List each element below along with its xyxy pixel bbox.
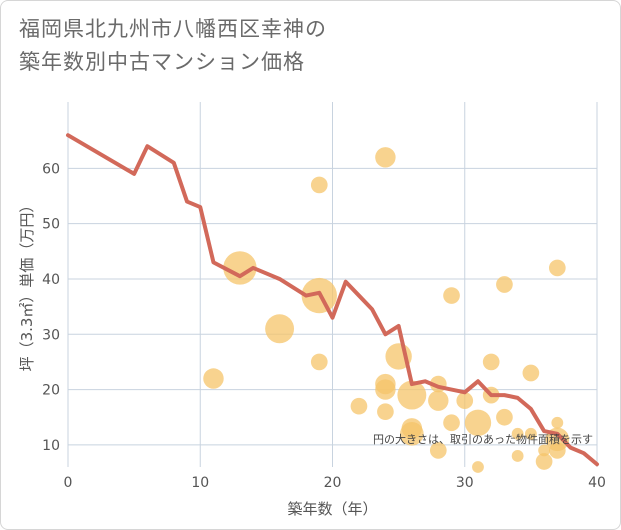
bubble-30: [524, 427, 537, 440]
bubble-7: [375, 147, 396, 168]
bubble-2: [265, 314, 295, 344]
chart-title-line-2: 築年数別中古マンション価格: [19, 50, 305, 74]
y-tick-5: 60: [42, 161, 60, 177]
bubble-6: [350, 397, 368, 415]
bubble-31: [538, 444, 551, 457]
bubble-18: [443, 287, 460, 304]
x-tick-0: 0: [64, 475, 73, 491]
bubble-26: [496, 408, 513, 426]
bubble-32: [535, 453, 553, 470]
y-tick-3: 40: [42, 272, 60, 288]
chart-title: 福岡県北九州市八幡西区幸神の 築年数別中古マンション価格: [19, 13, 439, 79]
bubble-14: [400, 422, 424, 446]
bubble-33: [548, 259, 566, 277]
x-tick-4: 40: [588, 475, 606, 491]
bubble-36: [548, 442, 566, 459]
x-tick-2: 20: [324, 475, 342, 491]
bubble-23: [482, 353, 500, 371]
y-tick-1: 20: [42, 383, 60, 399]
x-tick-1: 10: [191, 475, 209, 491]
bubble-series: [203, 147, 570, 473]
bubble-16: [428, 390, 449, 411]
bubble-3: [310, 176, 328, 194]
chart-title-line-1: 福岡県北九州市八幡西区幸神の: [19, 17, 327, 41]
trend-line: [66, 133, 599, 467]
bubble-28: [511, 450, 524, 462]
bubble-22: [472, 461, 484, 473]
y-tick-0: 10: [42, 438, 60, 454]
x-axis-label: 築年数（年）: [287, 500, 377, 518]
bubble-27: [511, 427, 524, 440]
bubble-5: [310, 353, 328, 371]
bubble-19: [443, 414, 460, 432]
bubble-34: [551, 416, 564, 429]
bubble-12: [397, 380, 427, 410]
y-tick-labels: 10 20 30 40 50 60: [42, 161, 60, 454]
y-tick-2: 30: [42, 327, 60, 343]
bubble-21: [464, 409, 492, 436]
bubble-25: [496, 276, 513, 293]
y-tick-4: 50: [42, 217, 60, 233]
bubble-29: [522, 364, 540, 382]
y-axis-label: 坪（3.3㎡）単価（万円）: [18, 198, 36, 372]
bubble-1: [223, 251, 257, 285]
bubble-17: [429, 442, 447, 459]
grid-lines: [67, 102, 598, 467]
bubble-20: [456, 392, 474, 409]
x-tick-3: 30: [456, 475, 474, 491]
size-note: 円の大きさは、取引のあった物件面積を示す: [373, 432, 593, 446]
x-tick-labels: 0 10 20 30 40: [64, 475, 606, 491]
bubble-9: [375, 379, 396, 400]
bubble-0: [203, 368, 224, 389]
bubble-10: [377, 403, 394, 421]
